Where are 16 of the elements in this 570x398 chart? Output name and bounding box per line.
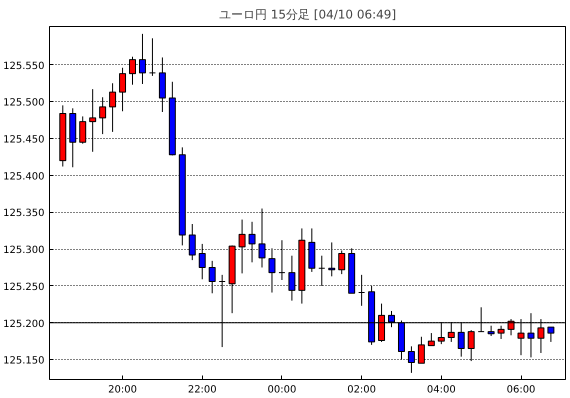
x-tick-label: 20:00 bbox=[108, 384, 137, 396]
x-tick-label: 06:00 bbox=[506, 384, 536, 396]
x-tick-label: 00:00 bbox=[268, 384, 296, 396]
x-tick-label: 22:00 bbox=[188, 384, 217, 396]
y-tick-label: 125.150 bbox=[3, 356, 45, 367]
chart-title: ユーロ円 15分足 [04/10 06:49] bbox=[218, 8, 396, 22]
x-tick-label: 02:00 bbox=[347, 384, 376, 396]
x-tick-label: 04:00 bbox=[426, 384, 456, 396]
y-tick-label: 125.300 bbox=[3, 245, 45, 256]
y-tick-label: 125.450 bbox=[3, 134, 45, 146]
y-tick-label: 125.500 bbox=[3, 98, 45, 109]
y-tick-label: 125.550 bbox=[3, 60, 45, 72]
y-tick-label: 125.350 bbox=[3, 208, 45, 220]
y-tick-label: 125.400 bbox=[3, 171, 45, 182]
y-tick-label: 125.200 bbox=[3, 318, 45, 330]
y-tick-label: 125.250 bbox=[3, 282, 45, 293]
